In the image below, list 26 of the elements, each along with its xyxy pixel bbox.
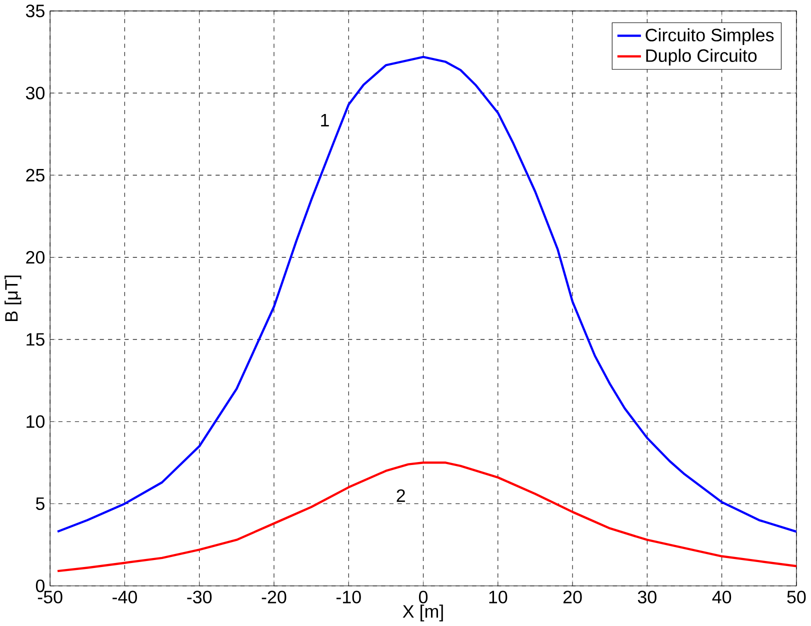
y-tick-label: 20 — [26, 251, 45, 264]
annotation: 1 — [321, 114, 329, 126]
x-tick-label: 30 — [638, 590, 656, 604]
legend-label: Duplo Circuito — [646, 48, 757, 66]
x-tick-label: -50 — [38, 590, 62, 604]
annotation: 2 — [396, 489, 405, 502]
x-tick-label: 50 — [787, 590, 806, 604]
x-tick-label: 0 — [418, 590, 428, 604]
x-tick-label: 40 — [712, 590, 732, 604]
y-tick-label: 25 — [26, 168, 44, 182]
x-tick-label: -20 — [262, 590, 286, 604]
x-tick-label: -40 — [112, 590, 137, 604]
x-axis-title: X [m] — [402, 604, 443, 622]
y-tick-label: 35 — [26, 4, 44, 18]
y-axis-title: B [μT] — [4, 276, 22, 322]
y-tick-label: 10 — [26, 415, 45, 428]
y-tick-label: 5 — [36, 498, 44, 510]
x-tick-label: 20 — [563, 590, 582, 604]
y-tick-label: 0 — [36, 580, 45, 592]
x-tick-label: -10 — [336, 590, 361, 604]
y-tick-label: 15 — [26, 333, 44, 346]
y-tick-label: 30 — [26, 86, 45, 100]
legend-label: Circuito Simples — [646, 28, 774, 45]
x-tick-label: 10 — [489, 590, 508, 604]
line-series — [56, 462, 796, 572]
x-tick-label: -30 — [187, 590, 212, 604]
